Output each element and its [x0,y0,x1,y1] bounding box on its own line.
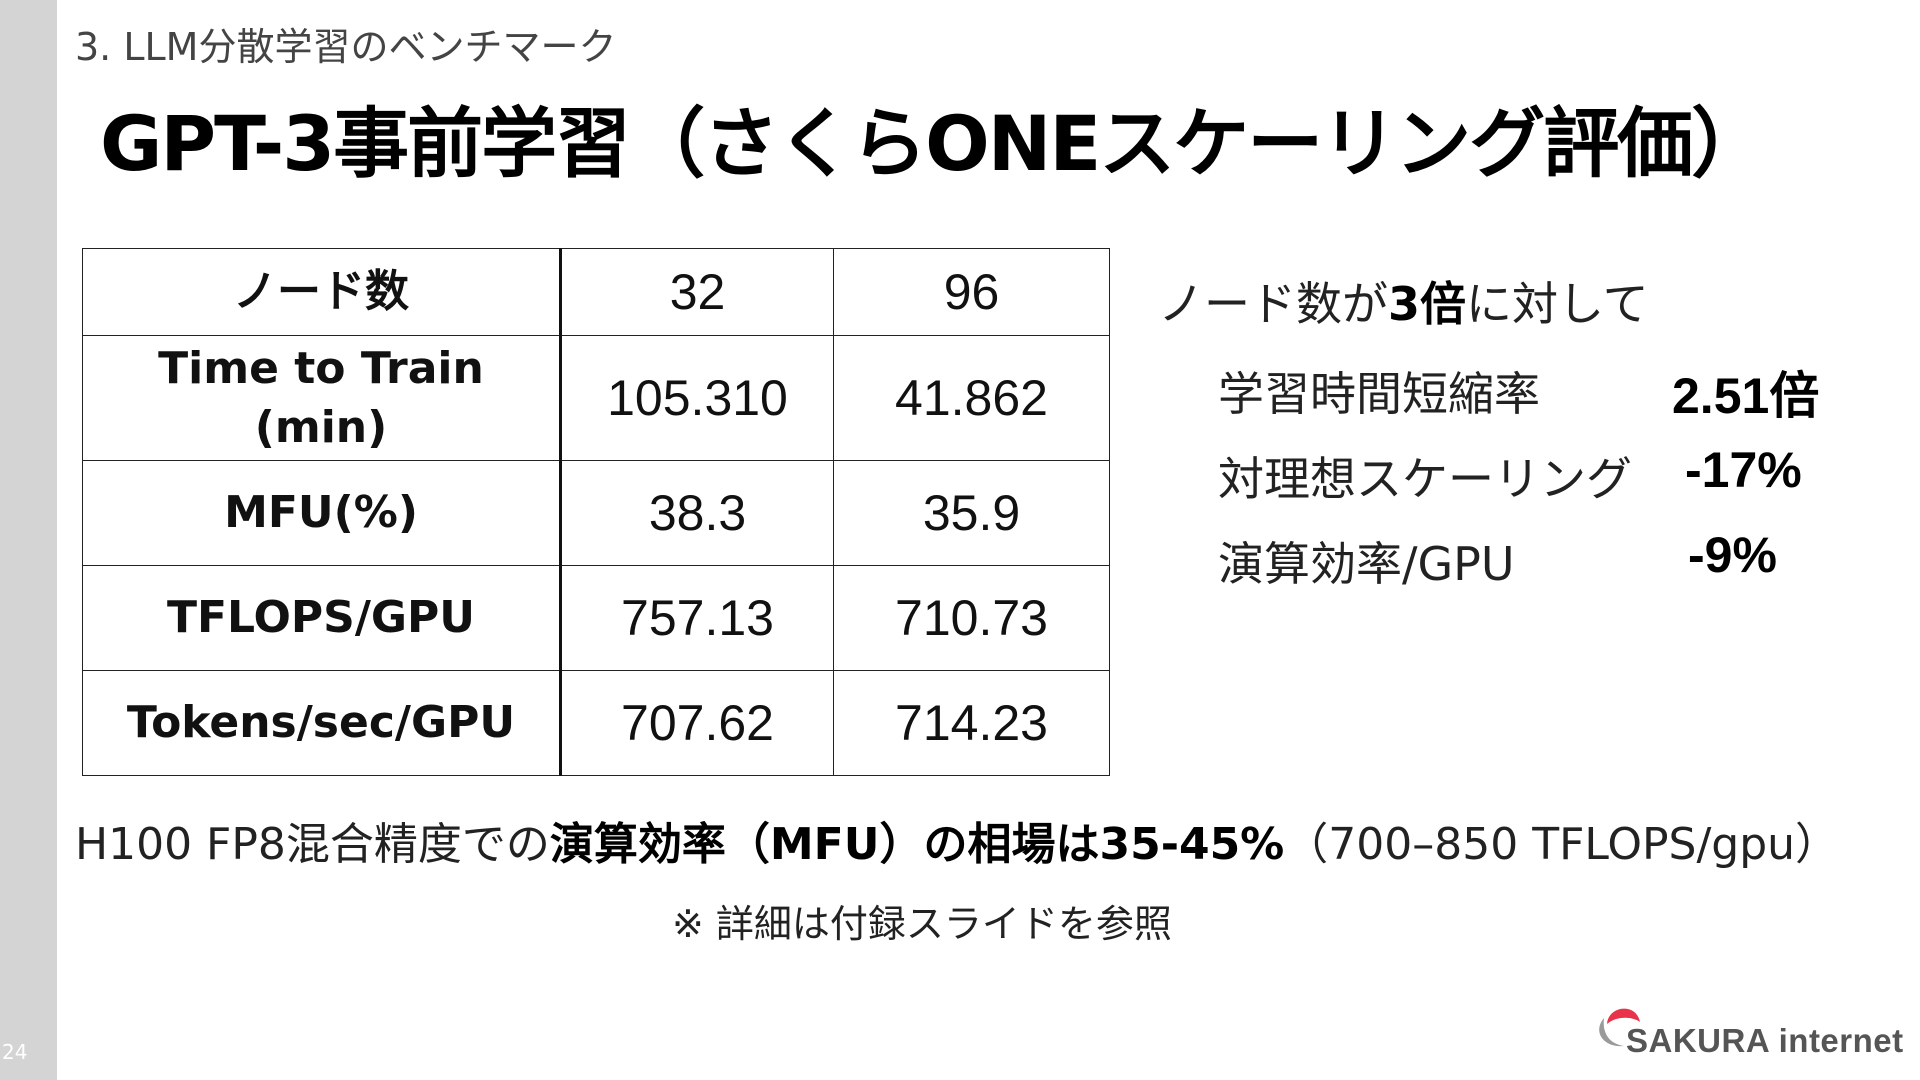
row-label-mfu: MFU(%) [82,460,562,566]
row-label-tflops: TFLOPS/GPU [82,565,562,671]
table-cell: 714.23 [833,670,1110,776]
table-row: MFU(%) 38.3 35.9 [82,460,1110,566]
summary-intro-before: ノード数が [1158,277,1388,331]
table-cell: 105.310 [560,335,834,461]
table-cell: 35.9 [833,460,1110,566]
left-sidebar-strip: 24 [0,0,57,1080]
summary-intro-bold: 3倍 [1388,277,1467,331]
table-row: Tokens/sec/GPU 707.62 714.23 [82,670,1110,776]
sakura-internet-logo: SAKURA internet [1590,998,1903,1059]
header-cell-32: 32 [560,248,834,336]
metric-value-ideal-scaling: -17% [1685,442,1802,498]
footnote-after: （700–850 TFLOPS/gpu） [1284,819,1840,870]
metric-value-time-reduction: 2.51倍 [1672,368,1820,424]
benchmark-table: ノード数 32 96 Time to Train (min) 105.310 4… [82,248,1110,776]
footnote-bold: 演算効率（MFU）の相場は35-45% [549,819,1285,870]
sakura-logo-icon [1599,1008,1640,1047]
row-label-line: Time to Train [158,342,484,394]
table-cell: 38.3 [560,460,834,566]
summary-intro: ノード数が3倍に対して [1158,268,1649,334]
summary-intro-after: に対して [1466,277,1649,331]
appendix-note: ※ 詳細は付録スライドを参照 [672,902,1172,946]
footnote: H100 FP8混合精度での演算効率（MFU）の相場は35-45%（700–85… [75,808,1839,872]
row-label-time-to-train: Time to Train (min) [82,335,562,461]
header-cell-nodes: ノード数 [82,248,562,336]
table-row: Time to Train (min) 105.310 41.862 [82,335,1110,461]
row-label-line: (min) [254,402,388,453]
table-cell: 707.62 [560,670,834,776]
table-cell: 710.73 [833,565,1110,671]
table-cell: 41.862 [833,335,1110,461]
footnote-before: H100 FP8混合精度での [75,819,550,870]
page-number: 24 [2,1040,28,1064]
header-cell-96: 96 [833,248,1110,336]
metric-label-time-reduction: 学習時間短縮率 [1218,367,1540,421]
logo-text: SAKURA internet [1626,1022,1904,1059]
table-cell: 757.13 [560,565,834,671]
section-label: 3. LLM分散学習のベンチマーク [75,25,617,69]
metric-label-efficiency: 演算効率/GPU [1218,537,1515,591]
table-row: TFLOPS/GPU 757.13 710.73 [82,565,1110,671]
row-label-tokens: Tokens/sec/GPU [82,670,562,776]
metric-label-ideal-scaling: 対理想スケーリング [1218,452,1632,506]
slide-title: GPT-3事前学習（さくらONEスケーリング評価） [100,99,1767,188]
metric-value-efficiency: -9% [1688,527,1777,583]
table-header-row: ノード数 32 96 [82,248,1110,336]
